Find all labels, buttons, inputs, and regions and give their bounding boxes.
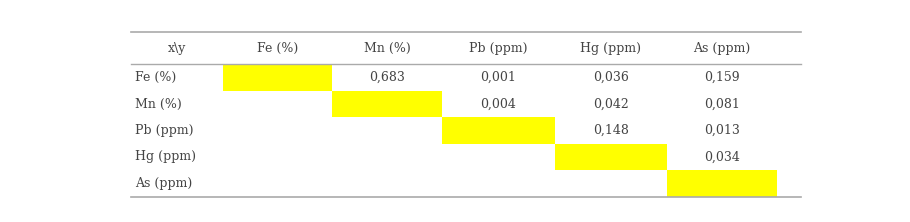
Text: As (ppm): As (ppm) — [135, 177, 192, 190]
Bar — [554, 144, 667, 170]
Text: 0,001: 0,001 — [480, 71, 516, 84]
Text: Mn (%): Mn (%) — [135, 97, 182, 111]
Text: Pb (ppm): Pb (ppm) — [135, 124, 194, 137]
Text: Fe (%): Fe (%) — [135, 71, 177, 84]
Text: Hg (ppm): Hg (ppm) — [581, 42, 642, 55]
Text: Hg (ppm): Hg (ppm) — [135, 151, 196, 163]
Bar — [332, 91, 441, 117]
Text: 0,036: 0,036 — [593, 71, 629, 84]
Bar — [223, 64, 332, 91]
Text: 0,159: 0,159 — [704, 71, 740, 84]
Text: Fe (%): Fe (%) — [258, 42, 298, 55]
Text: As (ppm): As (ppm) — [693, 42, 751, 55]
Text: 0,034: 0,034 — [704, 151, 740, 163]
Bar — [667, 170, 777, 197]
Text: 0,148: 0,148 — [593, 124, 629, 137]
Bar — [441, 117, 554, 144]
Text: 0,004: 0,004 — [480, 97, 516, 111]
Text: 0,042: 0,042 — [593, 97, 629, 111]
Text: Pb (ppm): Pb (ppm) — [469, 42, 528, 55]
Text: 0,683: 0,683 — [369, 71, 405, 84]
Text: 0,081: 0,081 — [704, 97, 740, 111]
Text: Mn (%): Mn (%) — [364, 42, 410, 55]
Text: 0,013: 0,013 — [704, 124, 740, 137]
Text: x\y: x\y — [168, 42, 187, 55]
